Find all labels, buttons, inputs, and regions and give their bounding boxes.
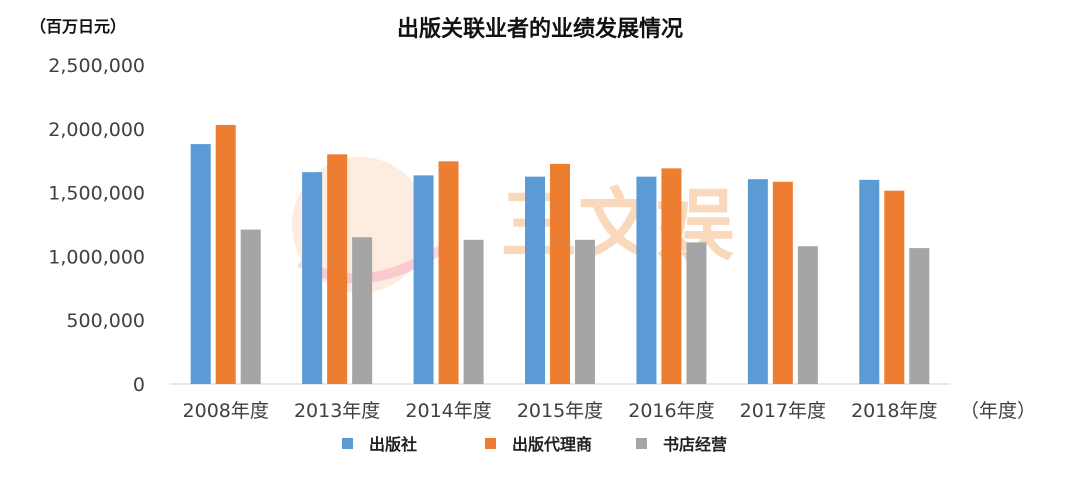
bar-3 bbox=[575, 239, 595, 384]
bar-2 bbox=[327, 154, 348, 384]
y-tick-label: 2,000,000 bbox=[48, 119, 145, 141]
x-category-label: 2014年度 bbox=[405, 400, 491, 422]
legend: 出版社 出版代理商 书店经营 bbox=[342, 435, 727, 454]
chart-title: 出版关联业者的业绩发展情况 bbox=[397, 16, 683, 42]
legend-label: 书店经营 bbox=[663, 435, 727, 454]
x-category-label: 2018年度 bbox=[851, 400, 937, 422]
x-category-label: 2015年度 bbox=[517, 400, 603, 422]
x-category-label: 2008年度 bbox=[183, 400, 269, 422]
bar-3 bbox=[463, 239, 484, 384]
y-axis-ticks: 0 500,000 1,000,000 1,500,000 2,000,000 2,500… bbox=[48, 55, 145, 396]
y-tick-label: 500,000 bbox=[66, 310, 145, 332]
bar-2 bbox=[661, 168, 682, 384]
bar-1 bbox=[747, 179, 768, 384]
x-category-label: 2016年度 bbox=[628, 400, 714, 422]
x-category-label: 2013年度 bbox=[294, 400, 380, 422]
bar-3 bbox=[797, 246, 818, 384]
y-axis-unit-label: （百万日元） bbox=[30, 17, 126, 36]
bar-2 bbox=[772, 181, 793, 384]
x-axis-categories: 2008年度 2013年度 2014年度 2015年度 2016年度 2017年度 2018… bbox=[183, 400, 938, 422]
bar-1 bbox=[525, 176, 545, 384]
bar-3 bbox=[240, 229, 261, 384]
watermark-logo-shape bbox=[292, 157, 428, 293]
y-tick-label: 0 bbox=[133, 374, 145, 396]
legend-swatch bbox=[342, 438, 353, 449]
x-axis-unit-label: （年度） bbox=[960, 400, 1036, 422]
legend-label: 出版代理商 bbox=[512, 435, 592, 454]
legend-swatch bbox=[485, 438, 496, 449]
y-tick-label: 1,500,000 bbox=[48, 183, 145, 205]
bar-3 bbox=[352, 237, 373, 384]
bar-3 bbox=[909, 248, 930, 384]
bar-1 bbox=[190, 144, 211, 384]
bar-2 bbox=[550, 163, 570, 384]
legend-label: 出版社 bbox=[369, 435, 417, 454]
bars bbox=[190, 124, 930, 385]
bar-3 bbox=[686, 242, 707, 384]
bar-1 bbox=[859, 179, 880, 384]
y-tick-label: 2,500,000 bbox=[48, 55, 145, 77]
bar-2 bbox=[884, 190, 905, 384]
bar-1 bbox=[302, 172, 323, 384]
y-tick-label: 1,000,000 bbox=[48, 246, 145, 268]
bar-1 bbox=[413, 175, 434, 384]
legend-swatch bbox=[636, 438, 647, 449]
x-category-label: 2017年度 bbox=[740, 400, 826, 422]
bar-2 bbox=[438, 161, 459, 384]
bar-2 bbox=[215, 124, 236, 385]
bar-1 bbox=[636, 176, 657, 384]
